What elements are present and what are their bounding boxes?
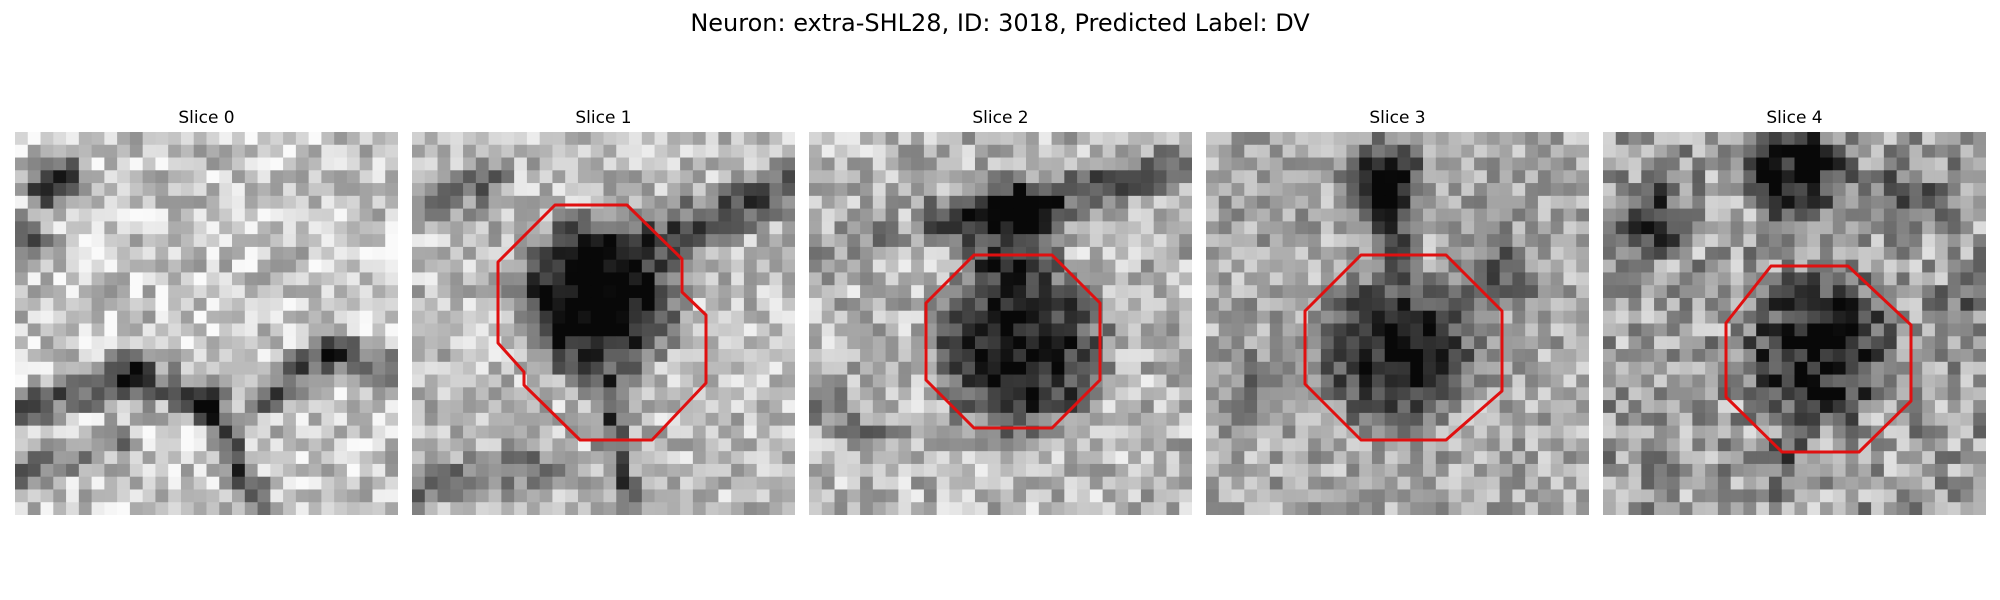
roi-outline (924, 253, 1102, 430)
slice-title: Slice 4 (1766, 108, 1823, 128)
slice-panel-2: Slice 2 (809, 108, 1192, 515)
slice-title: Slice 1 (575, 108, 632, 128)
slice-image (15, 132, 398, 515)
slice-pixels (1206, 132, 1589, 515)
slice-image (809, 132, 1192, 515)
roi-outline (1303, 253, 1504, 442)
slice-pixels (412, 132, 795, 515)
slice-panel-4: Slice 4 (1603, 108, 1986, 515)
slice-image (1206, 132, 1589, 515)
slice-panel-1: Slice 1 (412, 108, 795, 515)
slice-title: Slice 2 (972, 108, 1029, 128)
slice-panel-3: Slice 3 (1206, 108, 1589, 515)
slice-pixels (809, 132, 1192, 515)
slice-panel-0: Slice 0 (15, 108, 398, 515)
slice-image (1603, 132, 1986, 515)
slice-title: Slice 3 (1369, 108, 1426, 128)
slice-pixels (1603, 132, 1986, 515)
figure-title: Neuron: extra-SHL28, ID: 3018, Predicted… (690, 9, 1310, 37)
slice-title: Slice 0 (178, 108, 235, 128)
slice-pixels (15, 132, 398, 515)
roi-outline (496, 203, 708, 442)
slice-image (412, 132, 795, 515)
roi-outline (1724, 264, 1913, 454)
